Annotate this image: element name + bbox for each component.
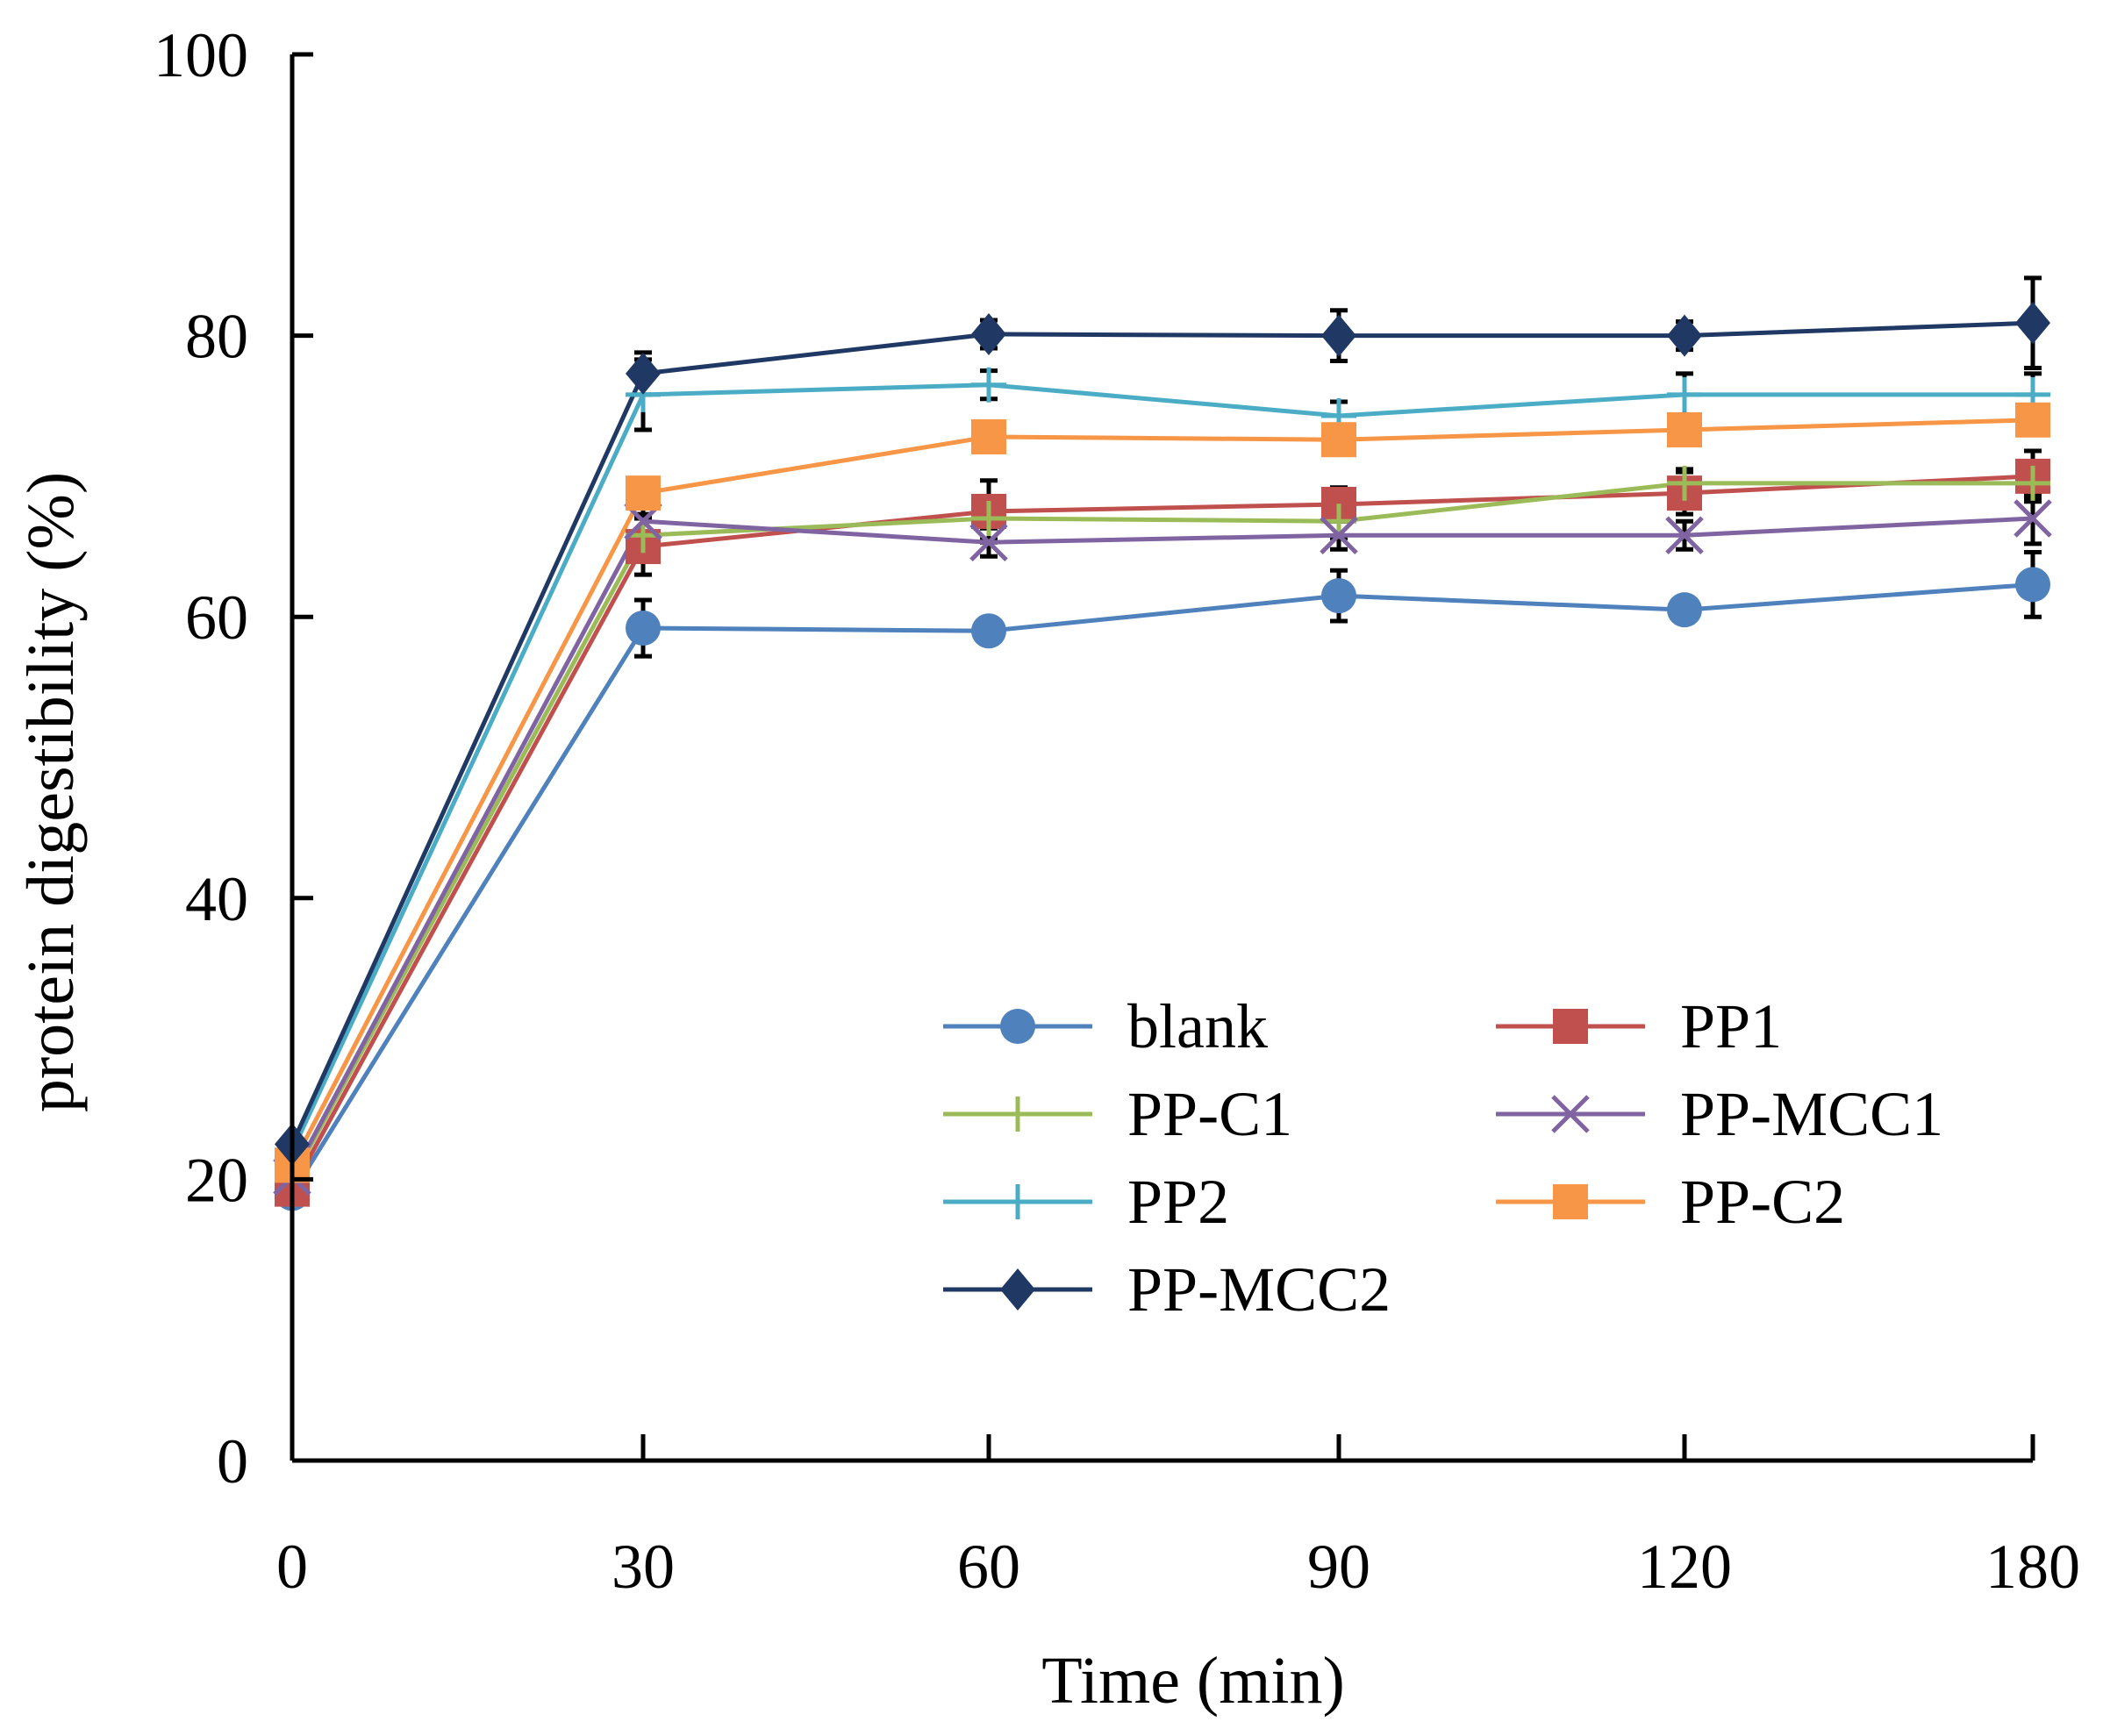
data-point-pp-c1 bbox=[2015, 465, 2050, 501]
data-point-pp-mcc2 bbox=[2015, 302, 2050, 345]
x-tick-label: 180 bbox=[1985, 1532, 2080, 1602]
data-point-pp-c2 bbox=[1321, 422, 1356, 458]
data-point-pp-mcc1 bbox=[1320, 516, 1358, 554]
legend-label-pp-mcc2: PP-MCC2 bbox=[1127, 1254, 1391, 1325]
data-point-pp-mcc1 bbox=[969, 523, 1008, 562]
legend-label-pp-mcc1: PP-MCC1 bbox=[1680, 1079, 1943, 1149]
legend-label-pp1: PP1 bbox=[1680, 991, 1782, 1061]
series-line-pp-c1 bbox=[290, 481, 2033, 1181]
y-tick-label: 0 bbox=[217, 1426, 248, 1497]
axes bbox=[290, 52, 2035, 1463]
data-point-pp-mcc2 bbox=[971, 312, 1006, 355]
x-tick-label: 0 bbox=[276, 1532, 308, 1602]
legend-label-pp-c1: PP-C1 bbox=[1127, 1079, 1292, 1149]
data-point-pp2 bbox=[971, 367, 1006, 403]
x-tick-label: 30 bbox=[612, 1532, 675, 1602]
series-line-blank bbox=[290, 582, 2034, 1195]
data-point-blank bbox=[1667, 592, 1702, 628]
data-point-blank bbox=[626, 611, 661, 647]
y-tick-label: 100 bbox=[154, 20, 248, 90]
legend-label-pp2: PP2 bbox=[1127, 1167, 1229, 1237]
data-point-blank bbox=[971, 613, 1006, 649]
x-tick-label: 60 bbox=[957, 1532, 1020, 1602]
data-point-pp-mcc2 bbox=[1667, 314, 1702, 357]
data-point-pp-mcc1 bbox=[1665, 516, 1704, 554]
series-lines bbox=[290, 320, 2034, 1195]
x-tick-label: 120 bbox=[1637, 1532, 1732, 1602]
data-point-pp-c2 bbox=[1667, 412, 1702, 448]
legend-marker-pp-mcc2 bbox=[1000, 1268, 1035, 1311]
data-point-pp-mcc1 bbox=[2014, 499, 2052, 538]
y-tick-label: 60 bbox=[185, 582, 248, 653]
y-tick-label: 40 bbox=[185, 864, 248, 934]
data-point-pp2 bbox=[1667, 376, 1702, 412]
series-line-pp-c2 bbox=[290, 418, 2034, 1167]
data-point-pp-c2 bbox=[626, 475, 661, 511]
legend-marker-pp-mcc1 bbox=[1551, 1095, 1590, 1133]
legend-marker-pp1 bbox=[1553, 1009, 1588, 1044]
data-point-blank bbox=[1321, 578, 1356, 614]
data-point-pp-c2 bbox=[971, 419, 1006, 455]
series-line-pp-mcc1 bbox=[290, 516, 2034, 1178]
legend-marker-blank bbox=[1000, 1009, 1035, 1044]
legend-marker-pp-c1 bbox=[1000, 1097, 1035, 1132]
series-line-pp1 bbox=[290, 474, 2034, 1190]
legend: blank PP1 PP-C1 PP-MCC1 PP2 PP-C2 PP-MCC2 bbox=[943, 991, 1943, 1325]
data-point-pp-c2 bbox=[2015, 402, 2050, 438]
y-axis-title: protein digestibility (%) bbox=[14, 472, 88, 1112]
legend-label-blank: blank bbox=[1127, 991, 1268, 1061]
data-point-pp-mcc2 bbox=[1321, 314, 1356, 357]
y-tick-label: 80 bbox=[185, 302, 248, 372]
series-line-pp-mcc2 bbox=[290, 320, 2034, 1146]
data-point-blank bbox=[2015, 567, 2050, 603]
legend-marker-pp2 bbox=[1000, 1184, 1035, 1219]
y-tick-label: 20 bbox=[185, 1145, 248, 1215]
x-tick-label: 90 bbox=[1307, 1532, 1370, 1602]
x-axis-title: Time (min) bbox=[1041, 1644, 1345, 1718]
legend-label-pp-c2: PP-C2 bbox=[1680, 1167, 1845, 1237]
data-point-pp-c1 bbox=[1667, 465, 1702, 501]
tick-labels: 0 20 40 60 80 100 0 30 60 90 120 180 bbox=[154, 20, 2080, 1602]
legend-marker-pp-c2 bbox=[1553, 1184, 1588, 1219]
data-point-pp-c1 bbox=[971, 500, 1006, 536]
data-point-pp-mcc2 bbox=[626, 352, 661, 395]
series-line-pp2 bbox=[290, 382, 2033, 1153]
